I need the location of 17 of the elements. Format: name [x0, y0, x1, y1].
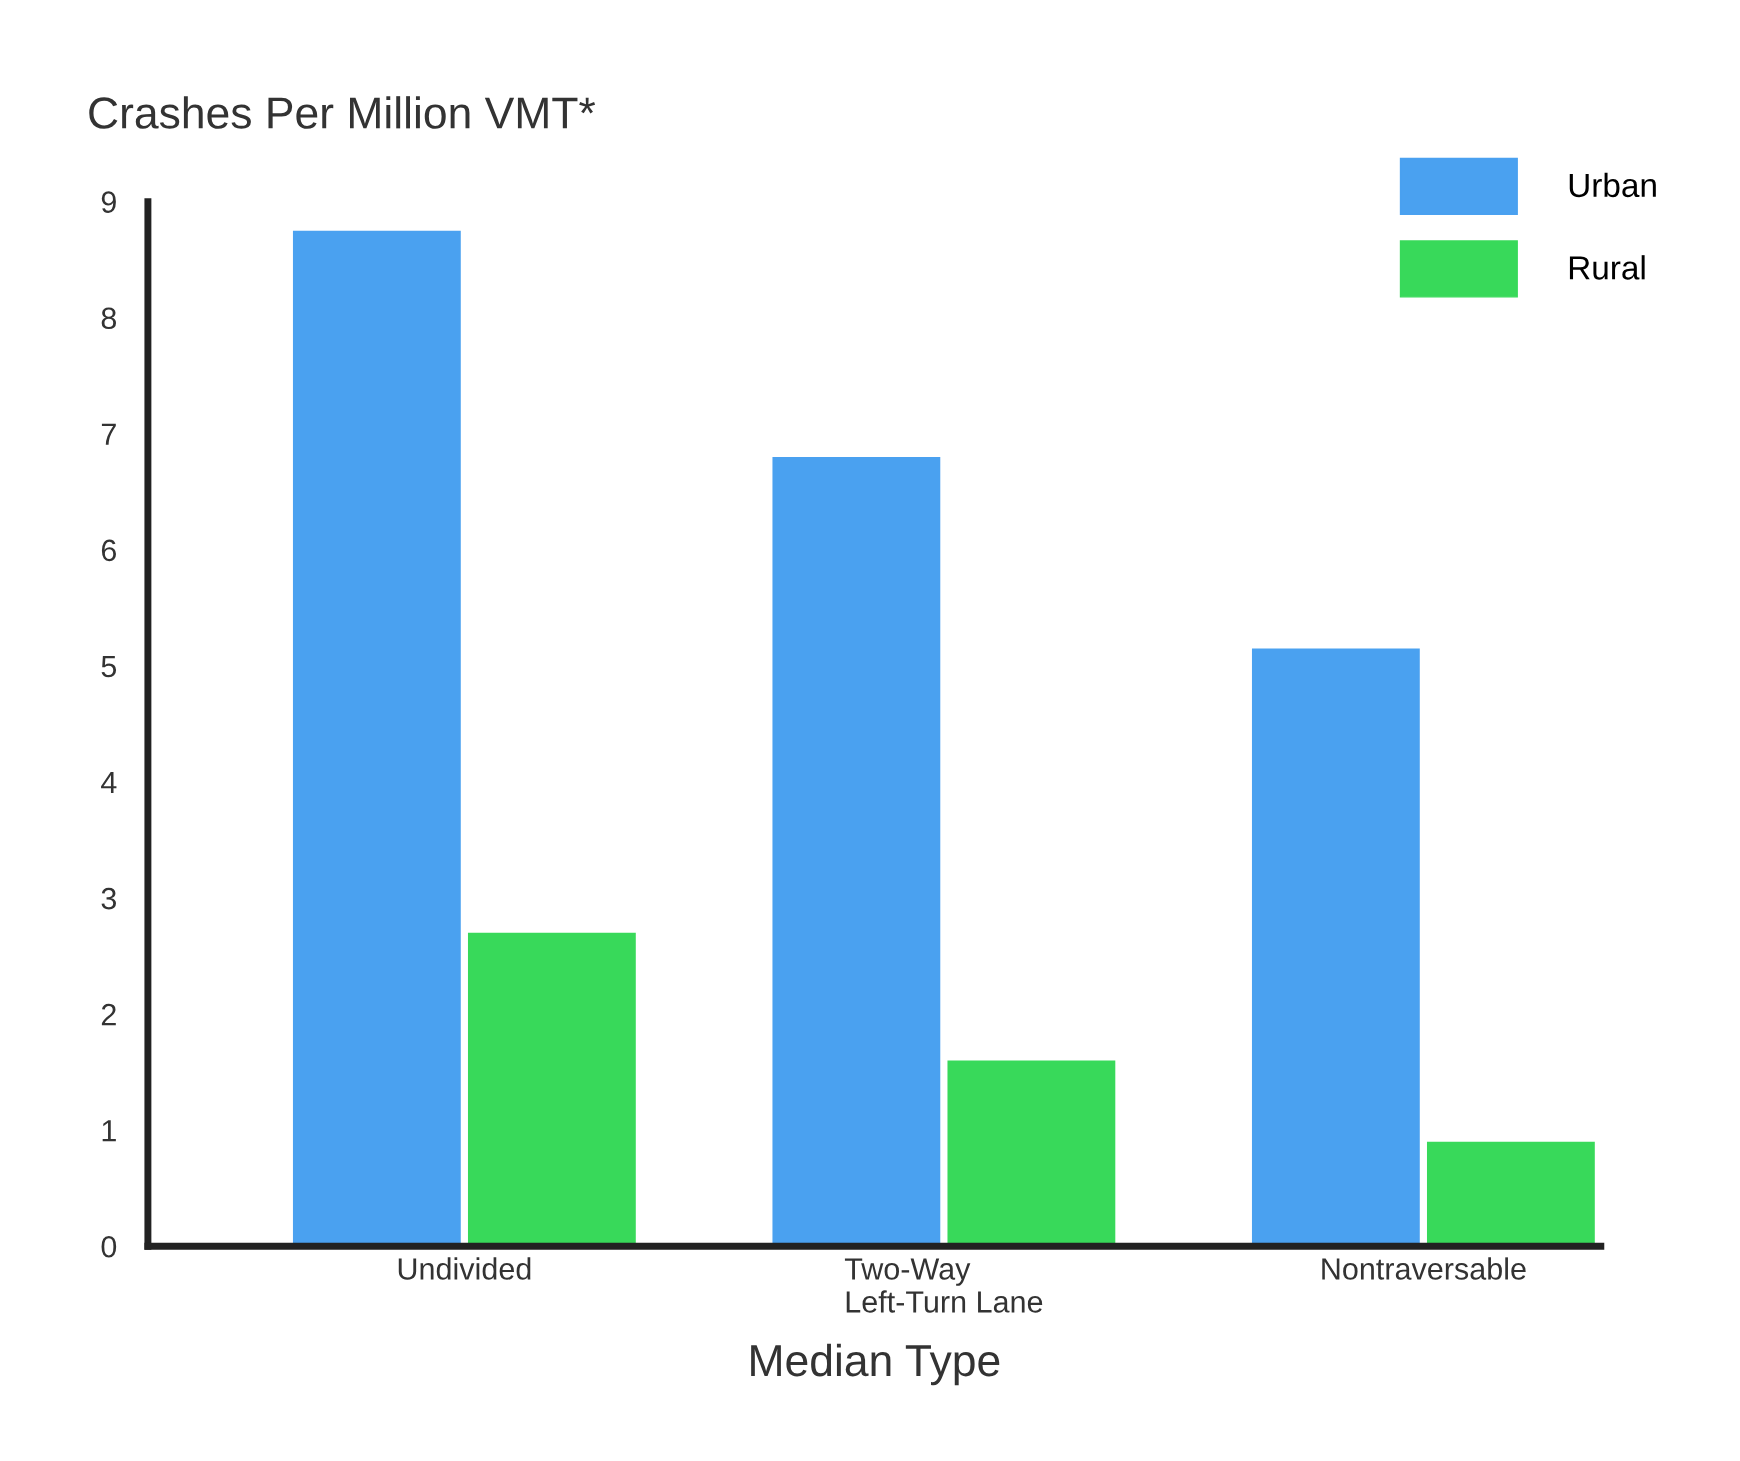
x-axis-title: Median Type [751, 1343, 1000, 1386]
y-tick-label: 5 [101, 655, 117, 678]
x-tick-label: Two-Way Left-Turn Lane [844, 1258, 1043, 1313]
x-tick-label: Nontraversable [1322, 1257, 1526, 1280]
y-tick-label: 3 [101, 887, 116, 910]
y-tick-label: 8 [101, 307, 117, 330]
y-tick-label: 4 [101, 772, 117, 794]
legend-label: Urban [1569, 172, 1656, 198]
legend-label: Rural [1569, 255, 1645, 280]
y-tick-label: 6 [101, 539, 116, 562]
y-tick-label: 9 [101, 191, 116, 213]
y-tick-label: 1 [102, 1120, 116, 1142]
chart-title: Crashes Per Million VMT* [89, 96, 596, 129]
x-tick-label: Undivided [398, 1257, 531, 1280]
y-tick-label: 0 [101, 1235, 117, 1258]
y-tick-label: 7 [101, 423, 116, 445]
y-tick-label: 2 [101, 1003, 116, 1026]
